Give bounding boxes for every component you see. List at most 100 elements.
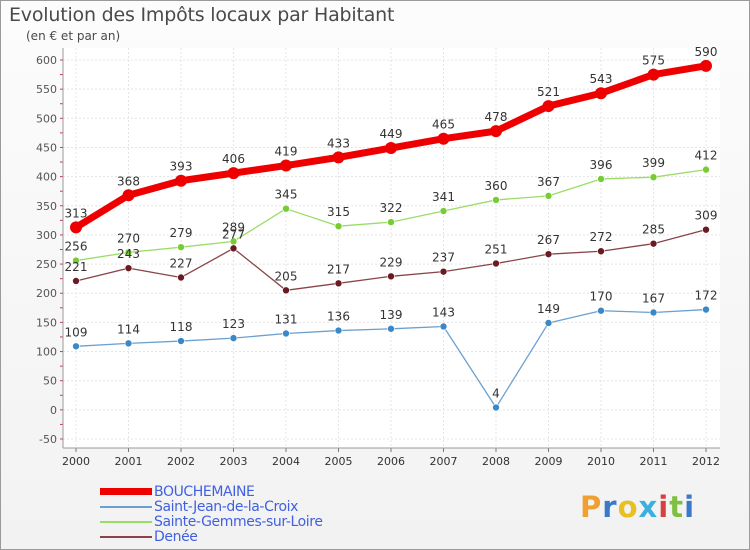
y-tick-label: 600 bbox=[36, 54, 57, 67]
data-point bbox=[72, 277, 80, 285]
data-label: 322 bbox=[380, 201, 403, 215]
data-point bbox=[282, 204, 290, 213]
data-point bbox=[282, 286, 290, 295]
y-tick-label: 500 bbox=[36, 112, 57, 125]
data-label: 109 bbox=[65, 325, 88, 339]
data-point bbox=[124, 264, 133, 272]
logo-letter: x bbox=[638, 490, 659, 524]
data-point bbox=[649, 239, 658, 248]
chart-subtitle: (en € et par an) bbox=[26, 29, 121, 43]
data-point bbox=[334, 326, 343, 335]
data-label: 289 bbox=[222, 220, 245, 234]
y-tick-label: 150 bbox=[36, 316, 57, 329]
logo-letter: i bbox=[684, 490, 696, 524]
legend-swatch-denee bbox=[100, 535, 152, 538]
data-label: 399 bbox=[642, 156, 665, 170]
data-point bbox=[492, 196, 500, 204]
data-point bbox=[439, 207, 448, 215]
data-label: 123 bbox=[222, 317, 245, 331]
legend-label-denee: Denée bbox=[154, 528, 198, 545]
proxiti-logo: Proxiti bbox=[580, 490, 695, 524]
data-point bbox=[492, 259, 500, 268]
y-tick-label: 100 bbox=[36, 346, 57, 359]
data-label: 267 bbox=[537, 233, 560, 247]
data-point bbox=[175, 174, 187, 187]
data-label: 143 bbox=[432, 305, 455, 319]
data-label: 217 bbox=[327, 262, 350, 276]
data-point bbox=[492, 403, 500, 412]
data-label: 345 bbox=[275, 188, 298, 202]
data-point bbox=[544, 319, 553, 327]
data-label: 172 bbox=[695, 289, 718, 303]
data-label: 243 bbox=[117, 247, 140, 261]
data-label: 309 bbox=[695, 209, 718, 223]
data-label: 167 bbox=[642, 291, 665, 305]
data-label: 170 bbox=[590, 290, 613, 304]
data-label: 449 bbox=[380, 127, 403, 141]
data-label: 136 bbox=[327, 310, 350, 324]
data-point bbox=[649, 173, 658, 181]
data-point bbox=[490, 125, 502, 138]
x-tick-label: 2011 bbox=[640, 455, 668, 468]
data-label: 433 bbox=[327, 136, 350, 150]
data-label: 393 bbox=[170, 160, 193, 174]
data-point bbox=[649, 308, 658, 317]
data-point bbox=[280, 159, 292, 172]
y-tick-label: 50 bbox=[43, 375, 57, 388]
data-point bbox=[597, 175, 605, 183]
data-label: 419 bbox=[275, 145, 298, 159]
legend-label-sainte-gemmes-sur-loire: Sainte-Gemmes-sur-Loire bbox=[154, 513, 323, 530]
data-label: 543 bbox=[590, 72, 613, 86]
data-point bbox=[702, 305, 710, 314]
legend-item-sainte-gemmes-sur-loire: Sainte-Gemmes-sur-Loire bbox=[100, 513, 323, 530]
legend: BOUCHEMAINE Saint-Jean-de-la-Croix Saint… bbox=[100, 484, 323, 545]
data-label: 315 bbox=[327, 205, 350, 219]
legend-item-denee: Denée bbox=[100, 528, 323, 545]
data-label: 313 bbox=[65, 206, 88, 220]
x-tick-label: 2006 bbox=[377, 455, 405, 468]
y-tick-label: 400 bbox=[36, 171, 57, 184]
data-label: 341 bbox=[432, 190, 455, 204]
data-label: 272 bbox=[590, 230, 613, 244]
data-label: 114 bbox=[117, 322, 140, 336]
x-tick-label: 2003 bbox=[220, 455, 248, 468]
data-point bbox=[122, 189, 135, 202]
data-label: 412 bbox=[695, 149, 718, 163]
data-label: 590 bbox=[695, 45, 718, 59]
data-label: 396 bbox=[590, 158, 613, 172]
y-tick-label: 300 bbox=[36, 229, 57, 242]
data-point bbox=[385, 142, 397, 155]
x-tick-label: 2009 bbox=[535, 455, 563, 468]
data-point bbox=[544, 250, 553, 258]
x-tick-label: 2010 bbox=[587, 455, 615, 468]
data-point bbox=[702, 165, 710, 174]
legend-label-saint-jean-de-la-croix: Saint-Jean-de-la-Croix bbox=[154, 498, 299, 515]
data-point bbox=[647, 68, 660, 81]
legend-swatch-sainte-gemmes-sur-loire bbox=[100, 520, 152, 523]
logo-letter: P bbox=[580, 490, 603, 524]
data-point bbox=[597, 247, 605, 256]
data-label: 251 bbox=[485, 242, 508, 256]
data-point bbox=[72, 256, 80, 265]
data-label: 285 bbox=[642, 223, 665, 237]
data-point bbox=[124, 248, 133, 257]
data-point bbox=[542, 100, 555, 113]
data-label: 256 bbox=[65, 240, 88, 254]
legend-swatch-bouchemaine bbox=[100, 488, 152, 495]
x-tick-label: 2008 bbox=[482, 455, 510, 468]
data-point bbox=[332, 151, 345, 164]
logo-letter: i bbox=[658, 490, 670, 524]
logo-letter: t bbox=[669, 490, 685, 524]
x-tick-label: 2004 bbox=[272, 455, 300, 468]
data-point bbox=[700, 59, 712, 72]
data-label: 229 bbox=[380, 255, 403, 269]
data-point bbox=[177, 243, 185, 251]
data-label: 277 bbox=[222, 227, 245, 241]
data-point bbox=[334, 222, 343, 230]
logo-letter: r bbox=[602, 490, 618, 524]
data-label: 360 bbox=[485, 179, 508, 193]
y-tick-label: 250 bbox=[36, 258, 57, 271]
x-tick-label: 2005 bbox=[325, 455, 353, 468]
x-tick-label: 2001 bbox=[115, 455, 143, 468]
